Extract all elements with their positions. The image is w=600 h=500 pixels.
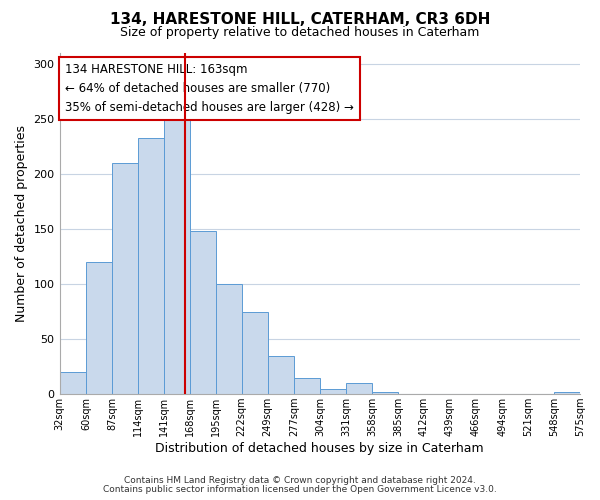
Bar <box>320 388 346 394</box>
Bar <box>164 118 190 394</box>
Bar <box>138 138 164 394</box>
Text: Contains public sector information licensed under the Open Government Licence v3: Contains public sector information licen… <box>103 485 497 494</box>
Bar <box>295 378 320 394</box>
Bar <box>554 392 580 394</box>
Y-axis label: Number of detached properties: Number of detached properties <box>15 125 28 322</box>
Text: Size of property relative to detached houses in Caterham: Size of property relative to detached ho… <box>121 26 479 39</box>
Bar <box>86 262 112 394</box>
Bar <box>190 231 216 394</box>
Bar <box>268 356 295 394</box>
Text: Contains HM Land Registry data © Crown copyright and database right 2024.: Contains HM Land Registry data © Crown c… <box>124 476 476 485</box>
Bar <box>372 392 398 394</box>
Bar <box>59 372 86 394</box>
Bar <box>216 284 242 394</box>
Bar <box>112 162 138 394</box>
Text: 134 HARESTONE HILL: 163sqm
← 64% of detached houses are smaller (770)
35% of sem: 134 HARESTONE HILL: 163sqm ← 64% of deta… <box>65 62 353 114</box>
Text: 134, HARESTONE HILL, CATERHAM, CR3 6DH: 134, HARESTONE HILL, CATERHAM, CR3 6DH <box>110 12 490 28</box>
X-axis label: Distribution of detached houses by size in Caterham: Distribution of detached houses by size … <box>155 442 484 455</box>
Bar <box>242 312 268 394</box>
Bar <box>346 383 372 394</box>
